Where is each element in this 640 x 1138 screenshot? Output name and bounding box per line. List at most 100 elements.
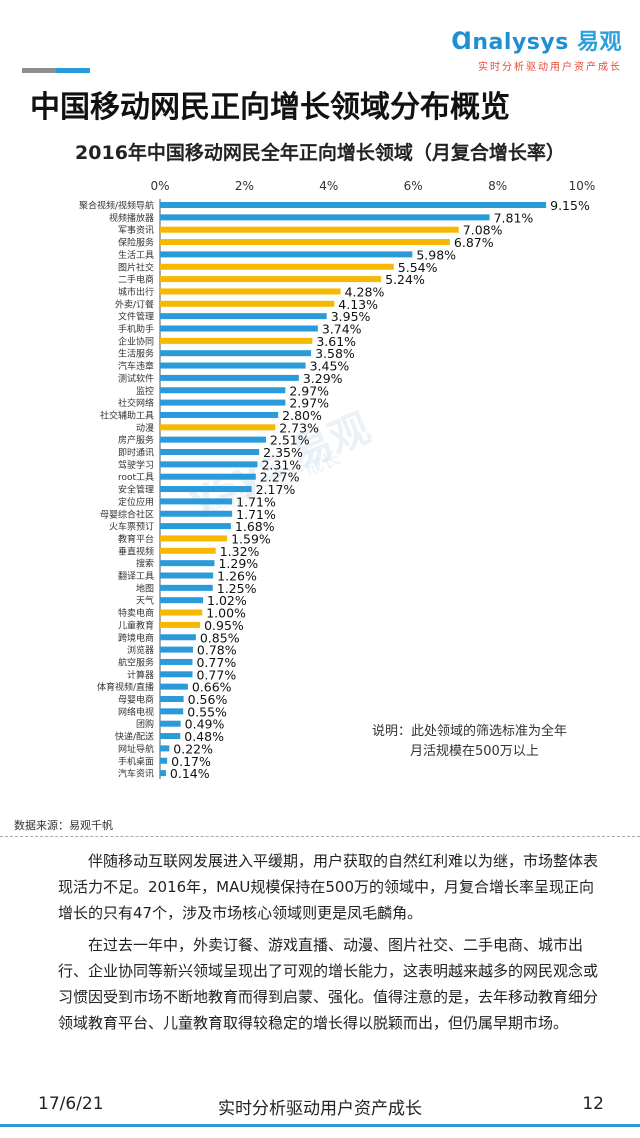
bar (160, 560, 215, 567)
data-label: 0.22% (173, 741, 213, 756)
data-label: 9.15% (550, 198, 590, 213)
bar (160, 621, 201, 628)
bar (160, 523, 231, 530)
category-label: 测试软件 (118, 372, 154, 384)
data-label: 2.31% (261, 457, 301, 472)
bar (160, 276, 382, 283)
x-tick-label: 8% (488, 179, 507, 193)
data-label: 0.48% (184, 729, 224, 744)
data-label: 0.66% (192, 680, 232, 695)
data-label: 1.29% (218, 556, 258, 571)
chart-note: 说明：此处领域的筛选标准为全年 月活规模在500万以上 (372, 722, 602, 762)
data-label: 3.29% (303, 371, 343, 386)
section-divider (0, 836, 640, 837)
data-label: 2.27% (260, 470, 300, 485)
data-label: 0.85% (200, 630, 240, 645)
data-label: 1.26% (217, 569, 257, 584)
category-label: 生活服务 (118, 348, 154, 360)
title-accent-bar (22, 68, 90, 73)
category-label: 天气 (136, 595, 154, 607)
data-label: 1.59% (231, 531, 271, 546)
data-label: 1.71% (236, 507, 276, 522)
note-line-2: 月活规模在500万以上 (410, 744, 539, 759)
bar (160, 202, 547, 208)
bar-chart: 0% 2% 4% 6% 8% 10% 聚合视频/视频导航 9.15% 视频播放器 7.81% 军事资… (79, 179, 596, 781)
page-number: 12 (582, 1094, 604, 1114)
footer-date: 17/6/21 (38, 1094, 104, 1114)
x-tick-label: 10% (569, 179, 596, 193)
bar (160, 486, 252, 493)
category-label: 手机助手 (118, 323, 154, 335)
logo-symbol-icon: Ɑ (451, 27, 473, 55)
logo-wordmark: Ɑnalysys 易观 (451, 24, 622, 56)
data-label: 4.13% (338, 297, 378, 312)
category-label: 视频播放器 (109, 212, 154, 224)
bar (160, 733, 181, 740)
bar (160, 325, 318, 332)
bar (160, 263, 394, 270)
x-tick-label: 2% (235, 179, 254, 193)
bar (160, 374, 299, 381)
data-label: 0.56% (188, 692, 228, 707)
category-label: 垂直视频 (118, 545, 154, 557)
bar (160, 337, 313, 344)
data-label: 0.77% (196, 667, 236, 682)
data-label: 0.17% (171, 754, 211, 769)
bar (160, 720, 181, 727)
category-label: 二手电商 (118, 274, 154, 286)
footer-rule (0, 1124, 640, 1127)
bar (160, 449, 260, 455)
data-label: 3.74% (322, 322, 362, 337)
page-title: 中国移动网民正向增长领域分布概览 (30, 90, 510, 125)
bar (160, 473, 256, 480)
category-label: 社交辅助工具 (100, 409, 154, 421)
bar (160, 658, 193, 665)
footer: 17/6/21 实时分析驱动用户资产成长 12 (0, 1088, 640, 1124)
category-label: 网址导航 (118, 743, 154, 755)
data-label: 5.24% (385, 272, 425, 287)
bar (160, 547, 216, 554)
bar (160, 251, 413, 258)
data-label: 1.68% (235, 519, 275, 534)
data-label: 2.97% (289, 383, 329, 398)
data-label: 6.87% (454, 235, 494, 250)
bar (160, 362, 306, 369)
bar (160, 745, 170, 752)
x-tick-label: 4% (319, 179, 338, 193)
bar (160, 757, 168, 764)
data-label: 1.71% (236, 494, 276, 509)
category-label: 城市出行 (118, 286, 154, 298)
bar (160, 572, 214, 579)
bar (160, 634, 196, 641)
bar (160, 411, 279, 418)
bar (160, 288, 341, 295)
bar (160, 671, 193, 678)
data-label: 0.77% (196, 655, 236, 670)
data-label: 3.58% (315, 346, 355, 361)
category-label: 翻译工具 (118, 571, 154, 582)
bar (160, 535, 228, 542)
data-label: 2.97% (289, 396, 329, 411)
data-label: 1.32% (220, 544, 260, 559)
category-label: 军事资讯 (118, 224, 154, 236)
data-label: 2.73% (279, 420, 319, 435)
category-label: 儿童教育 (118, 619, 154, 631)
category-label: 安全管理 (118, 484, 154, 496)
category-label: 监控 (136, 385, 154, 397)
bar (160, 683, 188, 690)
footer-tagline: 实时分析驱动用户资产成长 (218, 1099, 422, 1119)
data-label: 5.54% (398, 260, 438, 275)
category-label: 外卖/订餐 (115, 298, 154, 310)
category-label: 动漫 (136, 422, 154, 434)
category-label: 保险服务 (118, 237, 154, 249)
data-source: 数据来源：易观千帆 (14, 819, 113, 832)
bar (160, 350, 312, 357)
bar (160, 597, 204, 604)
body-paragraph-2: 在过去一年中，外卖订餐、游戏直播、动漫、图片社交、二手电商、城市出行、企业协同等… (58, 936, 599, 1032)
bar (160, 770, 166, 777)
category-label: 地图 (136, 582, 154, 594)
bar (160, 226, 459, 233)
data-label: 3.45% (310, 359, 350, 374)
category-label: 母婴综合社区 (100, 508, 154, 520)
bar (160, 399, 286, 406)
